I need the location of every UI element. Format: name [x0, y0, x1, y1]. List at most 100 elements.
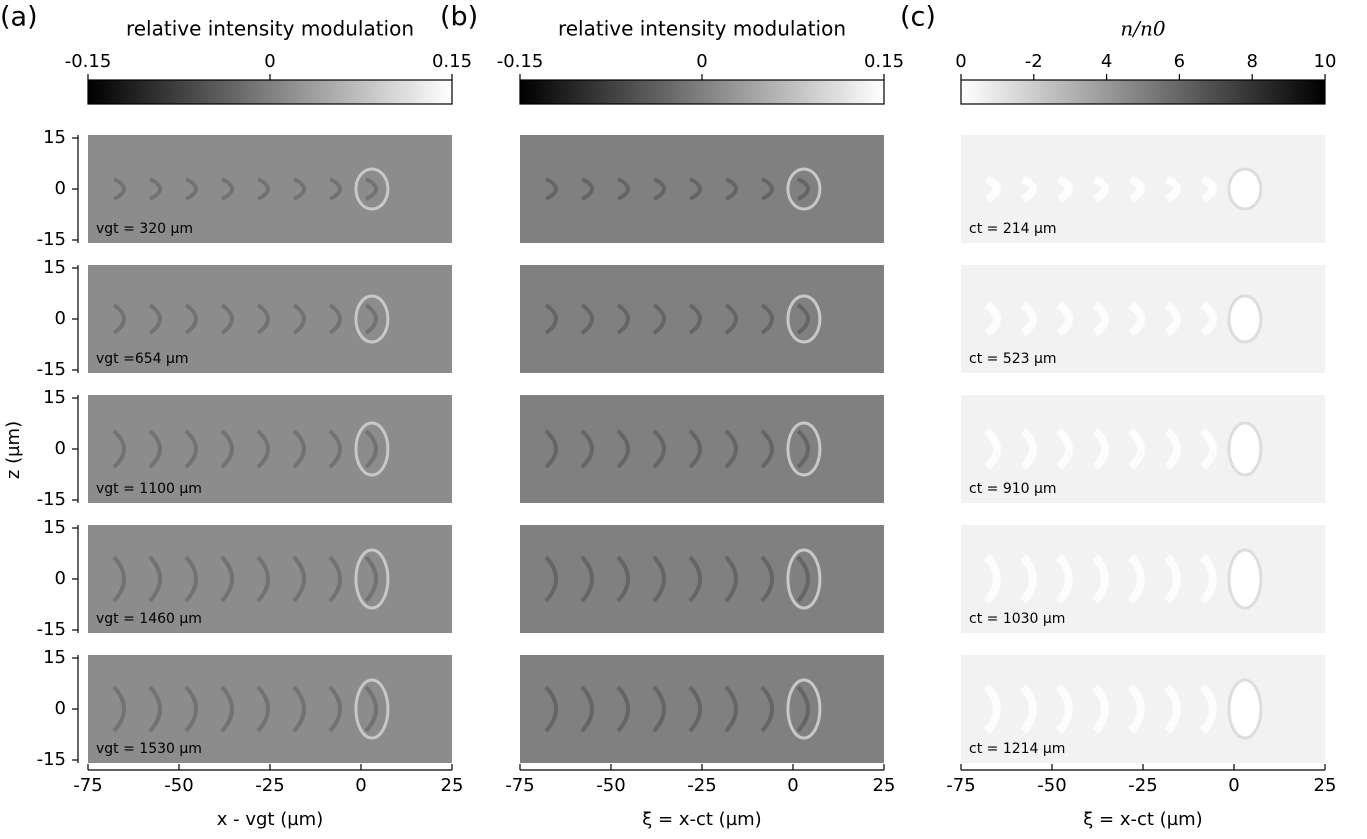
y-axis-label: z (µm) [3, 421, 24, 479]
wake-pattern [1091, 684, 1109, 734]
wake-pattern [256, 555, 270, 603]
panel-label: (b) [440, 2, 478, 33]
wake-pattern [544, 685, 558, 733]
wake-pattern [985, 175, 1001, 203]
x-tick-label: -50 [1037, 775, 1066, 796]
wake-pattern [983, 684, 1001, 734]
wake-pattern [1163, 554, 1181, 604]
wake-pattern [724, 303, 738, 335]
x-tick-label: -25 [687, 775, 716, 796]
bubble [1227, 421, 1263, 477]
x-tick-label: 25 [441, 775, 464, 796]
wake-pattern [724, 555, 738, 603]
wake-pattern [652, 555, 666, 603]
bubble [354, 678, 390, 740]
wake-pattern [328, 555, 342, 603]
wake-pattern [1163, 684, 1181, 734]
y-tick-label: -15 [37, 619, 66, 640]
wake-pattern [364, 555, 378, 603]
bubble [1227, 167, 1263, 211]
colorbar-tick-label: -0.15 [497, 51, 544, 72]
colorbar-tick-label: 0.15 [864, 51, 904, 72]
wake-pattern [256, 429, 270, 469]
wake-pattern [220, 555, 234, 603]
bubble [786, 294, 822, 344]
colorbar-tick-label: 10 [1314, 51, 1337, 72]
wake-pattern [1199, 554, 1217, 604]
wake-pattern [653, 177, 666, 201]
wake-pattern [1200, 428, 1217, 470]
wake-pattern [545, 177, 558, 201]
y-tick-label: 15 [43, 647, 66, 668]
panel-label: (a) [0, 2, 38, 33]
colorbar [960, 79, 1326, 105]
y-tick-label: 0 [55, 308, 66, 329]
wake-pattern [220, 303, 234, 335]
wake-pattern [689, 177, 702, 201]
wake-pattern [1091, 554, 1109, 604]
y-tick-label: 0 [55, 698, 66, 719]
wake-pattern [652, 685, 666, 733]
wake-pattern [256, 303, 270, 335]
bubble [354, 294, 390, 344]
wake-pattern [364, 303, 378, 335]
wake-pattern [112, 555, 126, 603]
wake-pattern [796, 429, 810, 469]
wake-pattern [1019, 554, 1037, 604]
wake-pattern [581, 177, 594, 201]
panel-label: (c) [900, 2, 936, 33]
colorbar [87, 79, 453, 105]
row-annotation: vgt = 1530 µm [96, 741, 202, 757]
wake-pattern [544, 303, 558, 335]
wake-pattern [148, 429, 162, 469]
y-tick-label: 0 [55, 438, 66, 459]
x-tick-label: 0 [1228, 775, 1239, 796]
wake-pattern [1127, 554, 1145, 604]
wake-pattern [113, 177, 126, 201]
wake-pattern [365, 177, 378, 201]
bubble [786, 421, 822, 477]
wake-pattern [1164, 428, 1181, 470]
wake-pattern [688, 429, 702, 469]
wake-pattern [580, 555, 594, 603]
wake-pattern [983, 554, 1001, 604]
x-tick-label: -50 [164, 775, 193, 796]
x-tick-label: 25 [1314, 775, 1337, 796]
bubble [786, 167, 822, 211]
wake-pattern [149, 177, 162, 201]
row-annotation: vgt = 1100 µm [96, 481, 202, 497]
colorbar-tick-label: -0.15 [65, 51, 112, 72]
x-tick-label: -75 [73, 775, 102, 796]
wake-pattern [257, 177, 270, 201]
wake-pattern [112, 429, 126, 469]
wake-pattern [724, 429, 738, 469]
wake-pattern [760, 685, 774, 733]
wake-pattern [688, 685, 702, 733]
colorbar-tick-label: 0 [955, 51, 966, 72]
colorbar-tick-label: 8 [1246, 51, 1257, 72]
colorbar-tick-label: 0.15 [432, 51, 472, 72]
wake-pattern [1057, 175, 1073, 203]
wake-pattern [184, 685, 198, 733]
wake-pattern [1127, 684, 1145, 734]
colorbar-tick-label: -2 [1025, 51, 1043, 72]
bubble [354, 548, 390, 610]
wake-pattern [580, 685, 594, 733]
wake-pattern [984, 301, 1001, 337]
wake-pattern [184, 303, 198, 335]
colorbar-title: n/n0 [1120, 17, 1166, 41]
wake-pattern [760, 303, 774, 335]
colorbar-tick-label: 0 [696, 51, 707, 72]
row-annotation: vgt =654 µm [96, 351, 189, 367]
row-annotation: ct = 910 µm [969, 481, 1057, 497]
wake-pattern [220, 685, 234, 733]
wake-pattern [221, 177, 234, 201]
wake-pattern [112, 303, 126, 335]
bubble [354, 421, 390, 477]
wake-pattern [796, 303, 810, 335]
bubble [1227, 678, 1263, 740]
wake-pattern [220, 429, 234, 469]
wake-pattern [616, 429, 630, 469]
wake-pattern [1020, 428, 1037, 470]
